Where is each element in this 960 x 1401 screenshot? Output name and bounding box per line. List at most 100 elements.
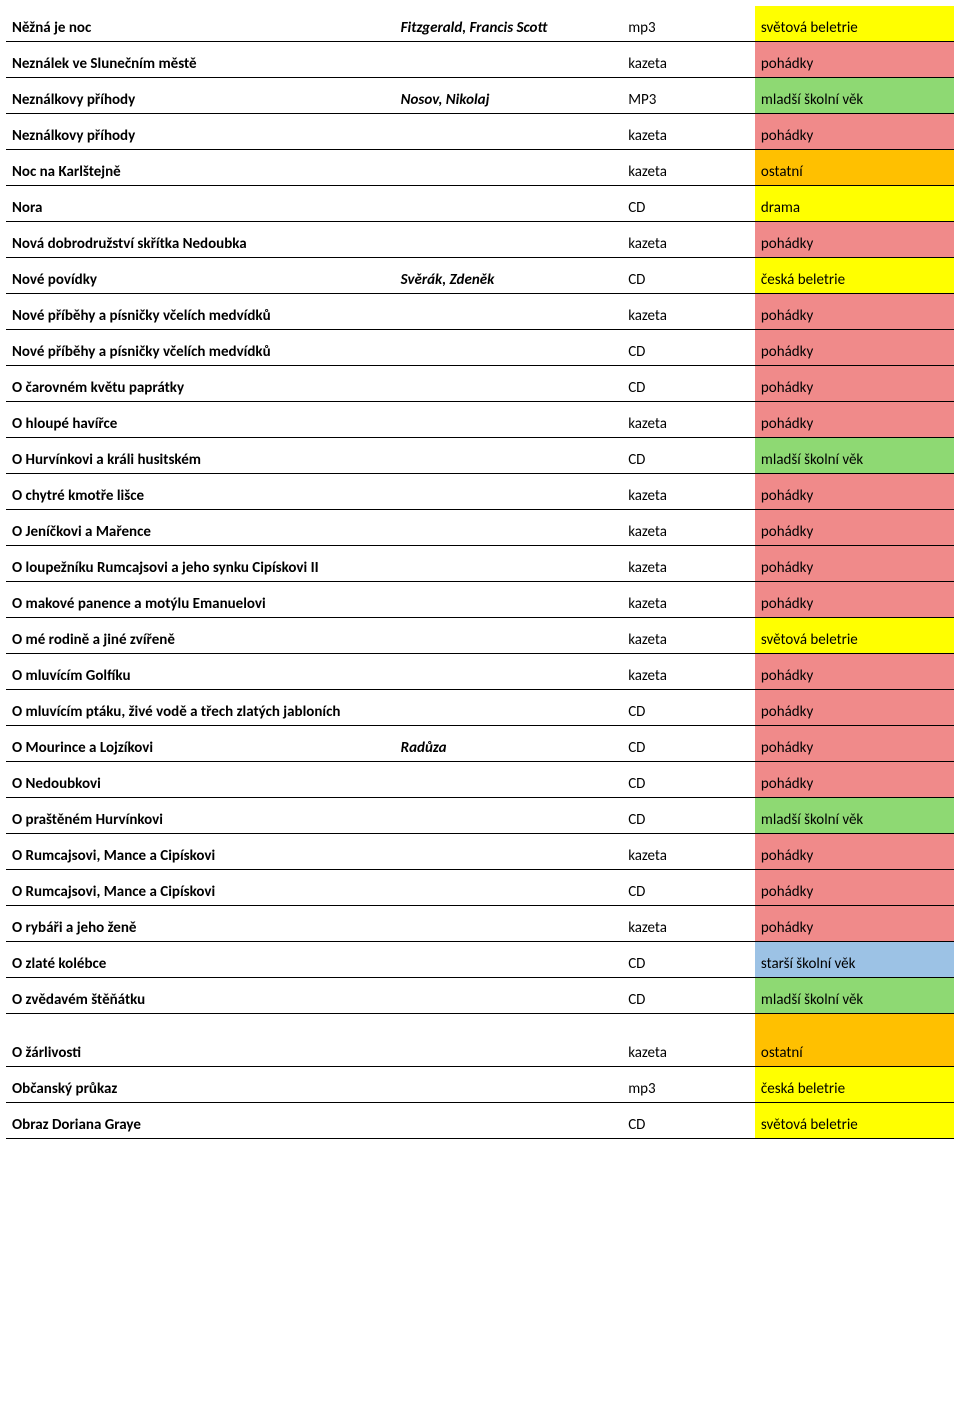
table-row: O mé rodině a jiné zvířeně kazetasvětová … [6, 618, 954, 654]
table-row: Něžná je nocFitzgerald, Francis Scottmp3… [6, 6, 954, 42]
cell-format: kazeta [622, 582, 755, 618]
cell-category: pohádky [755, 114, 954, 150]
cell-format: CD [622, 762, 755, 798]
table-row: O NedoubkoviCDpohádky [6, 762, 954, 798]
table-row: NoraCDdrama [6, 186, 954, 222]
cell-title: Nové příběhy a písničky včelích medvídků [6, 330, 395, 366]
cell-format: kazeta [622, 906, 755, 942]
cell-format: kazeta [622, 618, 755, 654]
cell-category: pohádky [755, 474, 954, 510]
cell-title: Občanský průkaz [6, 1067, 395, 1103]
cell-author [395, 654, 623, 690]
cell-category: pohádky [755, 366, 954, 402]
cell-title: O Rumcajsovi, Mance a Cipískovi [6, 870, 395, 906]
table-row: Noc na Karlštejněkazetaostatní [6, 150, 954, 186]
cell-category: pohádky [755, 726, 954, 762]
cell-format: kazeta [622, 402, 755, 438]
table-row: O mluvícím Golfíkukazetapohádky [6, 654, 954, 690]
cell-author [395, 366, 623, 402]
table-row: O zvědavém štěňátkuCDmladší školní věk [6, 978, 954, 1014]
table-row: O zlaté kolébceCDstarší školní věk [6, 942, 954, 978]
cell-category: pohádky [755, 870, 954, 906]
cell-category: světová beletrie [755, 6, 954, 42]
table-row: Nové příběhy a písničky včelích medvídků… [6, 294, 954, 330]
cell-format: CD [622, 978, 755, 1014]
cell-category: starší školní věk [755, 942, 954, 978]
cell-category: česká beletrie [755, 1067, 954, 1103]
cell-title: O Jeníčkovi a Mařence [6, 510, 395, 546]
cell-format: CD [622, 870, 755, 906]
table-row: O Rumcajsovi, Mance a Cipískovikazetapoh… [6, 834, 954, 870]
cell-title: O Nedoubkovi [6, 762, 395, 798]
cell-author [395, 834, 623, 870]
cell-title: O praštěném Hurvínkovi [6, 798, 395, 834]
catalog-table: Něžná je nocFitzgerald, Francis Scottmp3… [6, 6, 954, 1139]
cell-author [395, 762, 623, 798]
cell-title: O mé rodině a jiné zvířeně [6, 618, 395, 654]
cell-author [395, 942, 623, 978]
table-row: Neználkovy příhodykazetapohádky [6, 114, 954, 150]
cell-author [395, 546, 623, 582]
cell-format: CD [622, 366, 755, 402]
cell-title: Neználkovy příhody [6, 78, 395, 114]
cell-category: světová beletrie [755, 1103, 954, 1139]
cell-category: pohádky [755, 330, 954, 366]
cell-category: pohádky [755, 582, 954, 618]
cell-author [395, 618, 623, 654]
cell-category: pohádky [755, 546, 954, 582]
table-row: Obraz Doriana GrayeCDsvětová beletrie [6, 1103, 954, 1139]
cell-format: kazeta [622, 510, 755, 546]
cell-author [395, 42, 623, 78]
cell-format: CD [622, 942, 755, 978]
cell-author [395, 510, 623, 546]
cell-category: pohádky [755, 222, 954, 258]
cell-author [395, 1014, 623, 1067]
cell-author [395, 402, 623, 438]
cell-category: pohádky [755, 906, 954, 942]
cell-format: kazeta [622, 1014, 755, 1067]
cell-title: O mluvícím ptáku, živé vodě a třech zlat… [6, 690, 395, 726]
cell-title: O Rumcajsovi, Mance a Cipískovi [6, 834, 395, 870]
cell-category: česká beletrie [755, 258, 954, 294]
cell-title: Obraz Doriana Graye [6, 1103, 395, 1139]
cell-title: Nové příběhy a písničky včelích medvídků [6, 294, 395, 330]
table-row: Neználek ve Slunečním městěkazetapohádky [6, 42, 954, 78]
table-row: O Mourince a LojzíkoviRadůzaCDpohádky [6, 726, 954, 762]
cell-author [395, 222, 623, 258]
cell-category: pohádky [755, 510, 954, 546]
cell-author [395, 1103, 623, 1139]
cell-format: kazeta [622, 546, 755, 582]
cell-title: O zvědavém štěňátku [6, 978, 395, 1014]
cell-category: mladší školní věk [755, 438, 954, 474]
cell-author: Fitzgerald, Francis Scott [395, 6, 623, 42]
cell-category: pohádky [755, 42, 954, 78]
cell-author [395, 330, 623, 366]
cell-category: světová beletrie [755, 618, 954, 654]
table-row: Občanský průkazmp3česká beletrie [6, 1067, 954, 1103]
cell-title: O Mourince a Lojzíkovi [6, 726, 395, 762]
table-row: O makové panence a motýlu Emanuelovikaze… [6, 582, 954, 618]
cell-format: CD [622, 258, 755, 294]
cell-format: MP3 [622, 78, 755, 114]
cell-title: Noc na Karlštejně [6, 150, 395, 186]
cell-author [395, 906, 623, 942]
cell-title: O hloupé havířce [6, 402, 395, 438]
cell-format: CD [622, 186, 755, 222]
cell-category: pohádky [755, 690, 954, 726]
table-row: Nové příběhy a písničky včelích medvídků… [6, 330, 954, 366]
cell-category: pohádky [755, 834, 954, 870]
cell-title: Něžná je noc [6, 6, 395, 42]
cell-author [395, 798, 623, 834]
table-row: O loupežníku Rumcajsovi a jeho synku Cip… [6, 546, 954, 582]
table-row: Nová dobrodružství skřítka Nedoubkakazet… [6, 222, 954, 258]
table-row: Nové povídkySvěrák, ZdeněkCDčeská beletr… [6, 258, 954, 294]
cell-author [395, 150, 623, 186]
cell-author [395, 438, 623, 474]
cell-author [395, 294, 623, 330]
cell-author [395, 978, 623, 1014]
cell-format: kazeta [622, 474, 755, 510]
cell-author [395, 690, 623, 726]
cell-author [395, 870, 623, 906]
table-row: O Rumcajsovi, Mance a Cipískovi CDpohádky [6, 870, 954, 906]
cell-author [395, 582, 623, 618]
